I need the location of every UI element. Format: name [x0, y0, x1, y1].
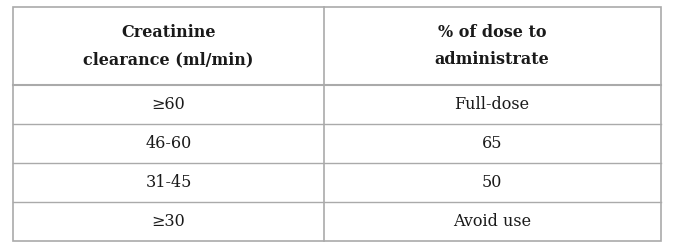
- Text: ≥30: ≥30: [152, 213, 185, 230]
- Text: 46-60: 46-60: [146, 135, 191, 152]
- Text: % of dose to
administrate: % of dose to administrate: [435, 24, 549, 68]
- Text: ≥60: ≥60: [152, 96, 185, 113]
- Text: 65: 65: [482, 135, 502, 152]
- Text: Creatinine
clearance (ml/min): Creatinine clearance (ml/min): [84, 24, 253, 68]
- Text: Full-dose: Full-dose: [454, 96, 530, 113]
- Text: 31-45: 31-45: [146, 174, 191, 191]
- Text: Avoid use: Avoid use: [453, 213, 531, 230]
- Text: 50: 50: [482, 174, 502, 191]
